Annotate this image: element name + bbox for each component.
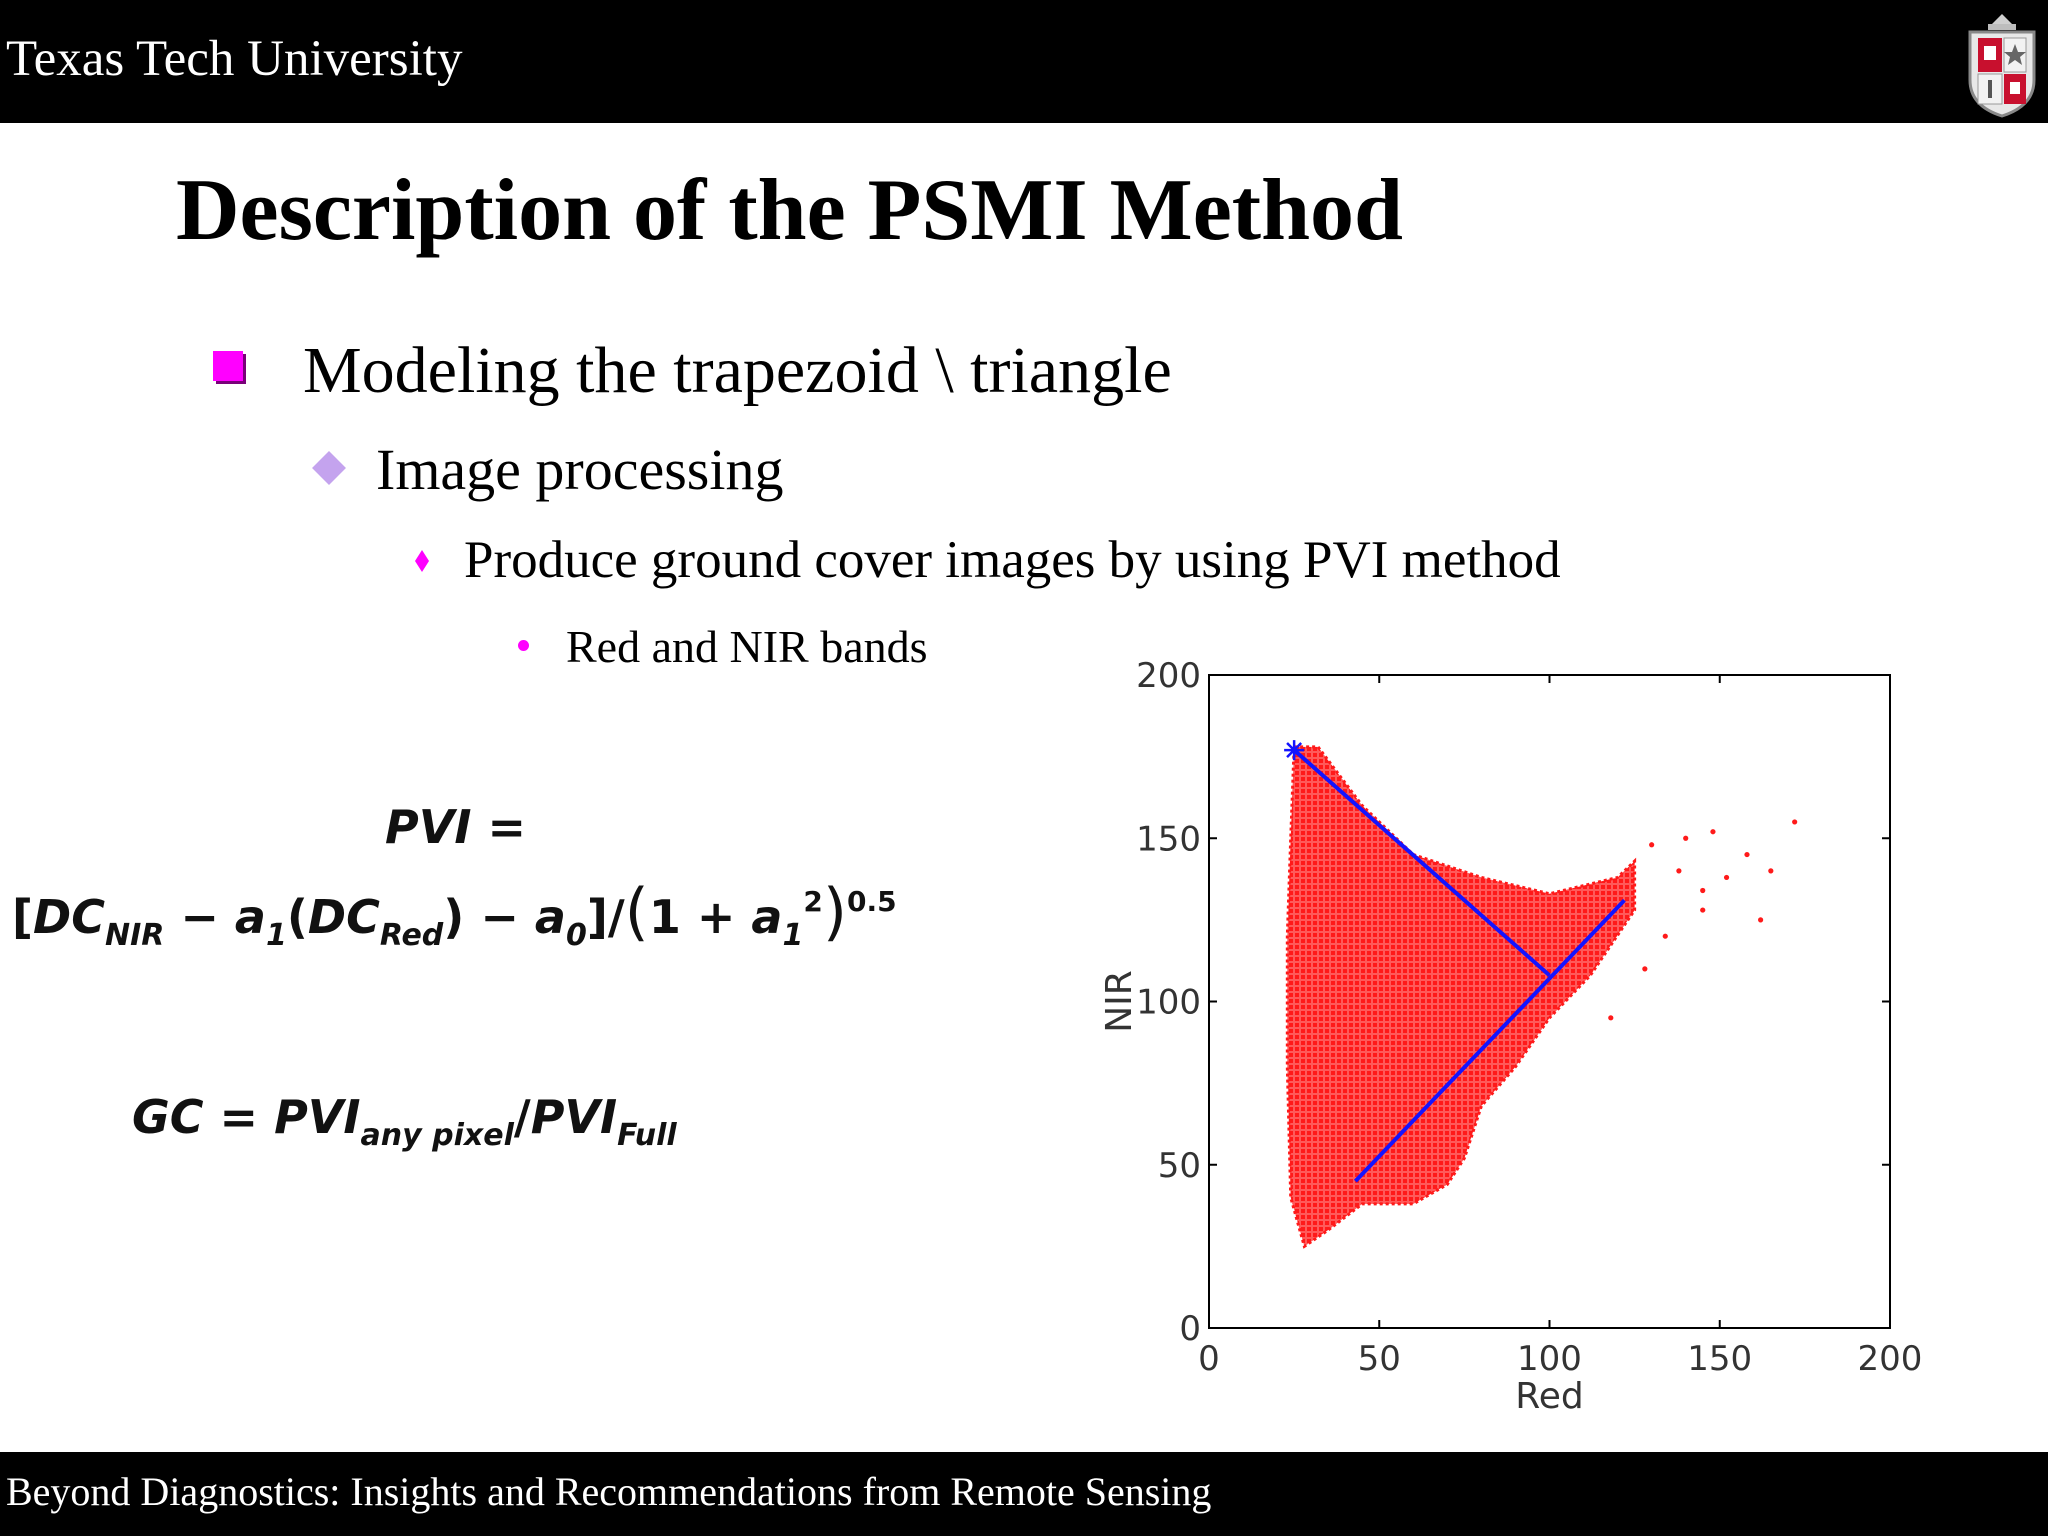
x-tick-label: 100 <box>1517 1339 1582 1379</box>
scatter-point <box>1744 851 1750 858</box>
y-tick-label: 0 <box>1179 1309 1201 1349</box>
scatter-point <box>1662 933 1668 939</box>
small-diamond-bullet-icon <box>415 550 429 572</box>
scatter-point <box>1700 907 1706 913</box>
boundary-line <box>1353 898 1626 1183</box>
scatter-point <box>1758 917 1764 923</box>
dot-bullet-icon <box>518 640 529 651</box>
scatter-point <box>1792 819 1798 825</box>
star-marker <box>1284 740 1305 761</box>
footer-text: Beyond Diagnostics: Insights and Recomme… <box>6 1469 1212 1514</box>
y-tick-label: 200 <box>1136 656 1201 696</box>
gc-formula: GC = PVIany pixel/PVIFull <box>132 1090 677 1153</box>
scatter-point <box>1649 842 1655 848</box>
header-bar: Texas Tech University <box>0 0 2048 123</box>
scatter-point <box>1642 966 1648 972</box>
scatter-point <box>1768 868 1774 874</box>
scatter-point <box>1700 887 1706 894</box>
scatter-point <box>1710 829 1716 835</box>
scatter-cloud <box>1285 745 1637 1249</box>
diamond-bullet-icon <box>312 451 346 485</box>
bullet-level-3-text: Produce ground cover images by using PVI… <box>464 531 1561 589</box>
square-bullet-icon <box>213 351 243 381</box>
pvi-formula-rhs: [DCNIR − a1(DCRed) − a0]/(1 + a12)0.5 <box>12 875 897 953</box>
boundary-line <box>1292 748 1551 977</box>
x-tick-label: 0 <box>1198 1339 1220 1379</box>
red-nir-scatter-chart: 0 50 100 150 200 0 50 100 150 200 Red NIR <box>1099 656 1923 1417</box>
footer-bar: Beyond Diagnostics: Insights and Recomme… <box>0 1452 2048 1536</box>
texas-tech-shield-logo-icon <box>1968 14 2036 118</box>
university-name: Texas Tech University <box>6 31 463 87</box>
scatter-point <box>1723 874 1730 881</box>
y-tick-label: 150 <box>1136 819 1201 859</box>
y-tick-label: 100 <box>1136 983 1201 1023</box>
bullet-level-1-text: Modeling the trapezoid \ triangle <box>303 334 1172 407</box>
y-tick-label: 50 <box>1158 1146 1201 1186</box>
scatter-point <box>1608 1015 1614 1021</box>
x-axis-label: Red <box>1515 1376 1583 1417</box>
x-tick-label: 50 <box>1358 1339 1401 1379</box>
x-tick-label: 200 <box>1858 1339 1923 1379</box>
bullet-level-2-text: Image processing <box>376 437 784 502</box>
slide-title: Description of the PSMI Method <box>176 162 1403 259</box>
scatter-point <box>1676 868 1682 874</box>
scatter-point <box>1683 835 1689 841</box>
y-axis-label: NIR <box>1099 970 1140 1033</box>
x-tick-label: 150 <box>1687 1339 1752 1379</box>
pvi-formula-lhs: PVI = <box>385 800 526 854</box>
bullet-level-4-text: Red and NIR bands <box>566 621 928 672</box>
